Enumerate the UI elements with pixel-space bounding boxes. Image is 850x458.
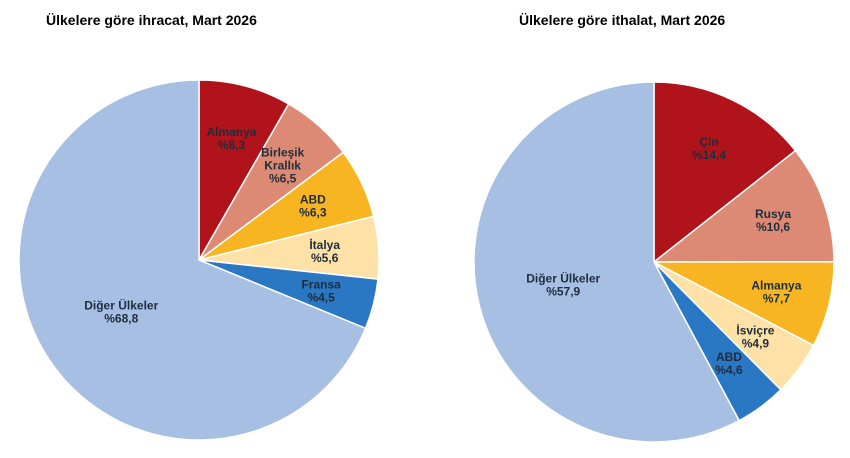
export-label-italya: İtalya %5,6 <box>309 237 340 265</box>
slice-name: Krallık <box>264 159 301 173</box>
slice-name: Diğer Ülkeler <box>84 298 158 313</box>
slice-name: İtalya <box>309 237 340 252</box>
slice-name: Fransa <box>301 277 341 291</box>
export-chart-title: Ülkelere göre ihracat, Mart 2026 <box>46 12 257 28</box>
slice-value: %10,6 <box>756 220 790 234</box>
slice-value: %8,3 <box>218 138 246 152</box>
import-label-abd: ABD %4,6 <box>715 350 743 377</box>
import-slice-cin <box>653 81 797 264</box>
import-label-rusya: Rusya %10,6 <box>755 207 791 234</box>
export-label-fransa: Fransa %4,5 <box>301 277 341 304</box>
slice-name: İsviçre <box>736 322 774 337</box>
export-label-diger-ulkeler: Diğer Ülkeler %68,8 <box>84 298 158 326</box>
slice-value: %7,7 <box>763 291 791 305</box>
import-label-isvicre: İsviçre %4,9 <box>736 322 774 350</box>
import-label-diger-ulkeler: Diğer Ülkeler %57,9 <box>526 270 600 298</box>
slice-value: %4,6 <box>715 363 743 377</box>
slice-value: %4,9 <box>742 336 770 350</box>
import-label-almanya: Almanya %7,7 <box>751 278 801 305</box>
export-label-almanya: Almanya %8,3 <box>206 125 256 152</box>
slice-value: %6,5 <box>269 172 297 186</box>
slice-name: Almanya <box>751 278 801 292</box>
import-pie: Çin %14,4 Rusya %10,6 Almanya %7,7 İsviçre %4,9… <box>473 81 835 443</box>
import-label-cin: Çin %14,4 <box>692 135 726 162</box>
slice-name: ABD <box>300 192 326 206</box>
slice-name: Diğer Ülkeler <box>526 270 600 285</box>
export-label-abd: ABD %6,3 <box>299 192 327 219</box>
slice-name: Çin <box>699 135 718 149</box>
slice-name: Birleşik <box>261 146 305 160</box>
export-label-birlesik-krallik: Birleşik Krallık %6,5 <box>261 146 305 186</box>
slice-value: %57,9 <box>546 284 580 298</box>
slice-name: Almanya <box>206 125 256 139</box>
slice-name: Rusya <box>755 207 791 221</box>
export-slice-almanya <box>198 79 290 263</box>
import-slice-diger-ulkeler <box>473 81 741 443</box>
slice-value: %4,5 <box>307 290 335 304</box>
slice-value: %5,6 <box>311 251 339 265</box>
import-chart-title: Ülkelere göre ithalat, Mart 2026 <box>519 12 726 28</box>
slice-name: ABD <box>716 350 742 364</box>
slice-value: %68,8 <box>104 312 138 326</box>
slice-value: %14,4 <box>692 148 726 162</box>
import-slice-rusya <box>651 149 835 263</box>
export-slice-diger-ulkeler <box>18 79 367 441</box>
slice-value: %6,3 <box>299 205 327 219</box>
